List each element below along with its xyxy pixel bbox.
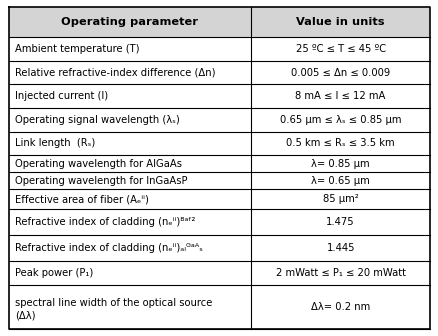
Text: 25 ºC ≤ T ≤ 45 ºC: 25 ºC ≤ T ≤ 45 ºC — [295, 44, 385, 54]
Text: Operating wavelength for AlGaAs: Operating wavelength for AlGaAs — [15, 159, 182, 169]
Text: Peak power (P₁): Peak power (P₁) — [15, 268, 93, 278]
Text: Refractive index of cladding (nₑⁱⁱ)ₐₗᴳᵃᴬₛ: Refractive index of cladding (nₑⁱⁱ)ₐₗᴳᵃᴬ… — [15, 243, 203, 253]
Bar — [9, 7, 429, 37]
Text: 8 mA ≤ I ≤ 12 mA: 8 mA ≤ I ≤ 12 mA — [295, 91, 385, 101]
Text: 1.445: 1.445 — [326, 243, 354, 253]
Text: Ambient temperature (T): Ambient temperature (T) — [15, 44, 140, 54]
Text: λ= 0.65 μm: λ= 0.65 μm — [311, 176, 369, 185]
Text: 0.5 km ≤ Rₛ ≤ 3.5 km: 0.5 km ≤ Rₛ ≤ 3.5 km — [286, 138, 394, 149]
Text: (Δλ): (Δλ) — [15, 310, 36, 320]
Text: Operating wavelength for InGaAsP: Operating wavelength for InGaAsP — [15, 176, 187, 185]
Text: Effective area of fiber (Aₑⁱⁱ): Effective area of fiber (Aₑⁱⁱ) — [15, 194, 149, 204]
Text: λ= 0.85 μm: λ= 0.85 μm — [311, 159, 369, 169]
Text: spectral line width of the optical source: spectral line width of the optical sourc… — [15, 298, 212, 308]
Text: Δλ= 0.2 nm: Δλ= 0.2 nm — [311, 302, 369, 312]
Text: Link length  (Rₛ): Link length (Rₛ) — [15, 138, 95, 149]
Text: Value in units: Value in units — [296, 17, 384, 27]
Text: Refractive index of cladding (nₑⁱⁱ)ᴮᵃᶠ²: Refractive index of cladding (nₑⁱⁱ)ᴮᵃᶠ² — [15, 217, 195, 227]
Text: Injected current (I): Injected current (I) — [15, 91, 108, 101]
Text: Relative refractive-index difference (Δn): Relative refractive-index difference (Δn… — [15, 68, 215, 78]
Text: 0.005 ≤ Δn ≤ 0.009: 0.005 ≤ Δn ≤ 0.009 — [290, 68, 389, 78]
Text: 0.65 μm ≤ λₛ ≤ 0.85 μm: 0.65 μm ≤ λₛ ≤ 0.85 μm — [279, 115, 400, 125]
Text: Operating signal wavelength (λₛ): Operating signal wavelength (λₛ) — [15, 115, 180, 125]
Text: Operating parameter: Operating parameter — [61, 17, 198, 27]
Text: 2 mWatt ≤ P₁ ≤ 20 mWatt: 2 mWatt ≤ P₁ ≤ 20 mWatt — [275, 268, 405, 278]
Text: 1.475: 1.475 — [325, 217, 354, 227]
Text: 85 μm²: 85 μm² — [322, 194, 358, 204]
